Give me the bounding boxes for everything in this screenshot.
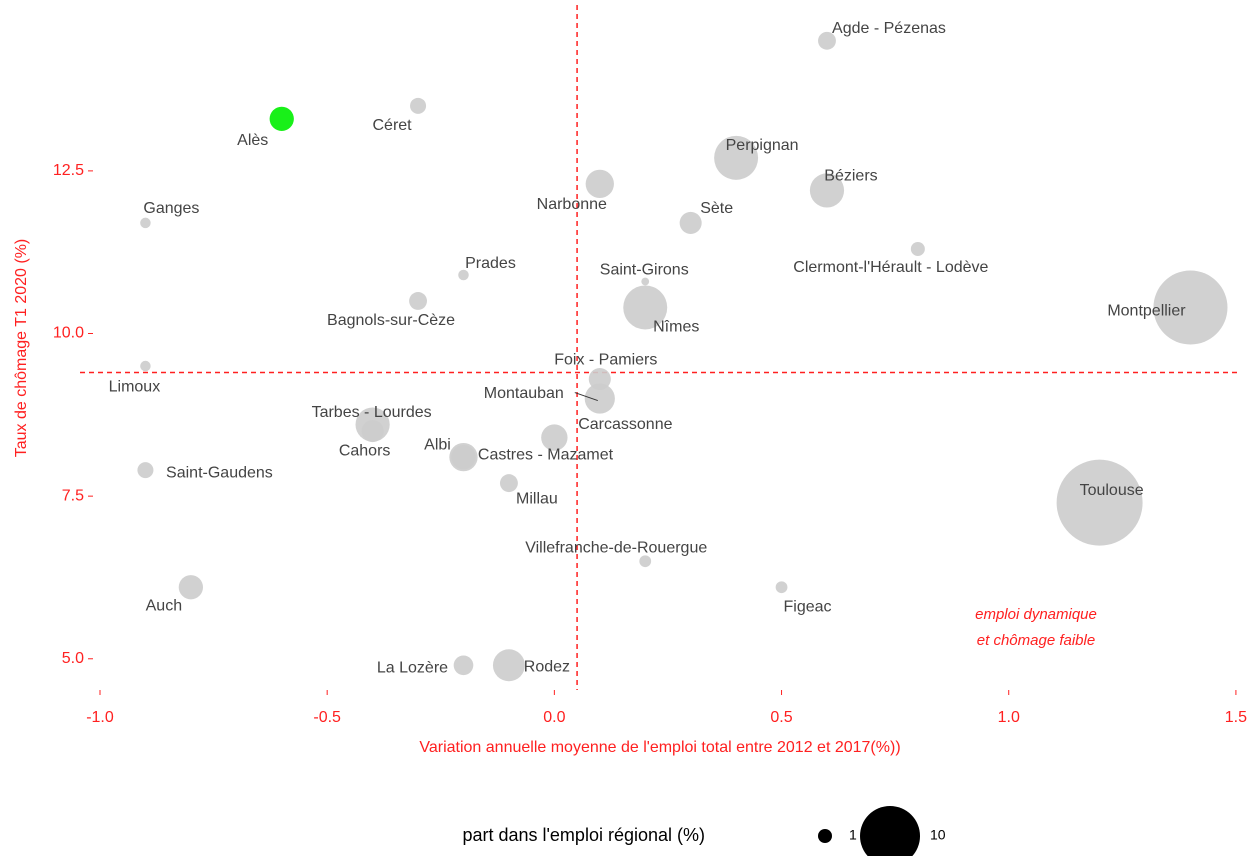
bubble [714,135,759,180]
point-label: Toulouse [1080,482,1144,499]
point-label: Auch [146,597,182,614]
y-tick-label: 12.5 [53,162,84,179]
legend-label: 1 [849,827,857,843]
legend-label: 10 [930,827,946,843]
point-label: Tarbes - Lourdes [312,404,432,421]
bubble [458,269,469,281]
x-tick-label: -1.0 [86,709,114,726]
y-axis-title: Taux de chômage T1 2020 (%) [13,239,30,458]
bubble [137,462,154,479]
bubble [269,106,294,131]
point-label: Limoux [109,378,161,395]
bubble [1056,459,1143,546]
point-label: Montauban [484,385,564,402]
bubble [409,292,427,310]
bubble [910,241,925,256]
x-tick-label: 0.5 [770,709,792,726]
point-label: Sète [700,200,733,217]
x-axis-title: Variation annuelle moyenne de l'emploi t… [419,739,900,756]
point-label: Narbonne [537,196,607,213]
bubble [809,173,845,208]
x-tick-label: 0.0 [543,709,565,726]
bubble [584,383,615,414]
bubble [178,575,204,600]
bubble [818,31,836,50]
bubble [641,277,650,286]
bubble [679,211,702,234]
point-label: Foix - Pamiers [554,351,657,368]
bubble [451,444,476,470]
bubble [585,169,614,199]
point-label: Alès [237,132,268,149]
bubble [1153,270,1228,345]
point-label: Figeac [784,598,832,615]
legend-bubble [860,806,921,856]
point-label: Ganges [143,200,199,217]
y-tick-label: 10.0 [53,325,84,342]
bubble [140,360,151,372]
point-label: La Lozère [377,659,448,676]
bubble [623,285,668,330]
point-label: Saint-Gaudens [166,464,273,481]
point-label: Nîmes [653,319,699,336]
bubble [775,581,788,594]
bubble [541,424,568,451]
point-label: Carcassonne [578,416,672,433]
bubble [453,655,474,676]
point-label: Cahors [339,442,391,459]
point-label: Agde - Pézenas [832,20,946,37]
point-label: Villefranche-de-Rouergue [525,539,707,556]
legend-title: part dans l'emploi régional (%) [462,825,705,845]
annotation: et chômage faible [977,632,1095,649]
point-label: Béziers [824,168,877,185]
point-label: Albi [424,436,451,453]
x-tick-label: 1.5 [1225,709,1247,726]
bubble [492,649,525,682]
bubble [410,97,427,114]
point-label: Millau [516,490,558,507]
bubble [639,555,652,568]
y-tick-label: 5.0 [62,650,84,667]
point-label: Prades [465,255,516,272]
annotation: emploi dynamique [975,606,1097,623]
point-label: Castres - Mazamet [478,446,614,463]
point-label: Saint-Girons [600,262,689,279]
point-label: Rodez [524,658,570,675]
bubble [499,474,518,493]
label-connector [574,392,598,402]
bubble [361,420,384,443]
y-tick-label: 7.5 [62,487,84,504]
bubble [140,217,151,229]
legend-bubble [818,829,832,843]
point-label: Clermont-l'Hérault - Lodève [793,259,988,276]
point-label: Perpignan [726,137,799,154]
x-tick-label: 1.0 [998,709,1020,726]
point-label: Bagnols-sur-Cèze [327,312,455,329]
x-tick-label: -0.5 [313,709,341,726]
point-label: Montpellier [1107,303,1186,320]
point-label: Céret [372,117,412,134]
